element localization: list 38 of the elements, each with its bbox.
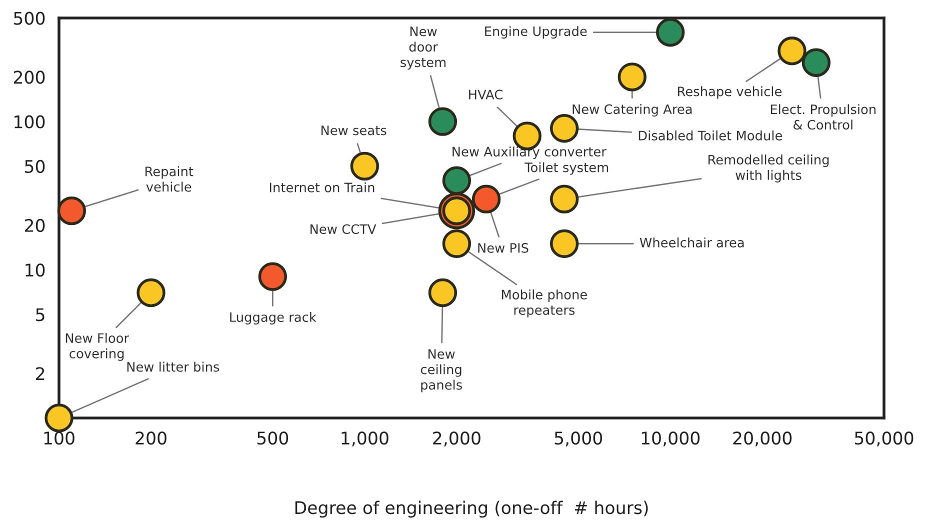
annotation: New Floor covering <box>66 332 130 361</box>
y-tick-label: 200 <box>14 70 45 84</box>
x-tick-label: 5,000 <box>554 432 602 446</box>
annotation: Elect. Propulsion & Control <box>770 104 876 130</box>
x-tick-label: 20,000 <box>733 432 792 446</box>
x-axis-title: Degree of engineering (one-off # hours) <box>295 500 648 518</box>
x-tick-label: 50,000 <box>854 432 914 446</box>
annotation: Toilet system <box>524 162 608 175</box>
annotation: New seats <box>321 126 386 136</box>
x-tick-label: 500 <box>257 432 288 445</box>
annotation: Disabled Toilet Module <box>638 130 782 140</box>
x-tick-label: 200 <box>136 432 166 445</box>
annotation: New PIS <box>478 243 528 253</box>
x-tick-label: 2,000 <box>433 432 480 446</box>
y-tick-label: 100 <box>14 115 45 128</box>
y-tick-label: 20 <box>24 218 45 232</box>
annotation: Remodelled ceiling with lights <box>708 154 829 182</box>
y-tick-label: 2 <box>36 367 44 380</box>
annotation: Mobile phone repeaters <box>502 289 587 318</box>
y-tick-label: 5 <box>36 308 44 322</box>
annotation: New Auxiliary converter <box>452 146 606 160</box>
annotation: HVAC <box>469 90 502 100</box>
annotation: New ceiling panels <box>420 349 462 392</box>
y-tick-label: 500 <box>14 12 45 25</box>
y-tick-label: 10 <box>26 264 45 277</box>
annotation: New door system <box>400 26 446 70</box>
x-tick-label: 1,000 <box>342 432 388 446</box>
x-tick-label: 10,000 <box>642 432 700 446</box>
annotation: Wheelchair area <box>640 237 744 248</box>
y-tick-label: 50 <box>25 160 45 174</box>
annotation: Repaint vehicle <box>145 166 194 192</box>
annotation: Engine Upgrade <box>485 26 587 39</box>
annotation: Internet on Train <box>270 182 374 192</box>
annotation: New Catering Area <box>572 104 692 117</box>
annotation: Reshape vehicle <box>678 86 782 99</box>
annotation: Luggage rack <box>230 312 316 324</box>
annotation: New litter bins <box>127 362 220 372</box>
annotation: New CCTV <box>310 224 376 234</box>
